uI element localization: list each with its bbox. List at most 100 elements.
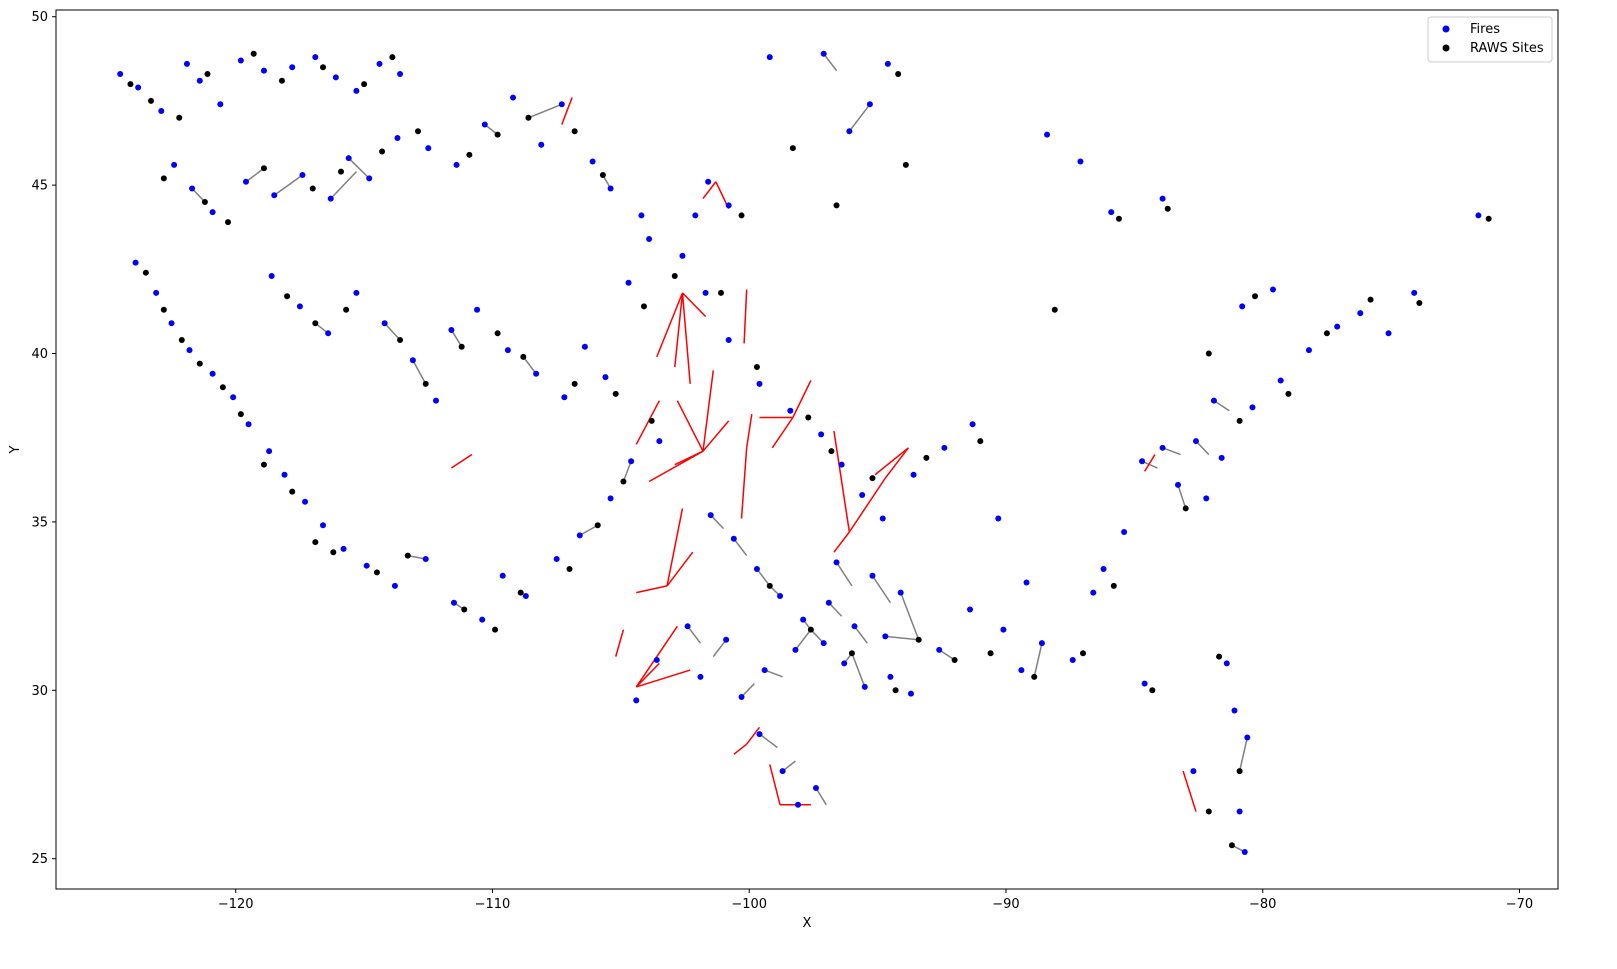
long-link-segment [833,430,851,533]
raws-site-point [571,128,578,135]
legend-label-raws-sites: RAWS Sites [1470,41,1544,56]
fire-point [432,397,439,404]
fire-point [738,694,745,701]
raws-site-point [1323,330,1330,337]
fire-point [135,84,142,91]
fire-point [1018,667,1025,674]
fire-point [910,471,917,478]
raws-site-point [987,650,994,657]
link-segment [1177,484,1187,509]
long-link-segment [833,531,850,553]
fire-point [340,545,347,552]
fire-point [756,731,763,738]
fire-point [289,64,296,71]
fire-point [656,438,663,445]
fire-point [409,357,416,364]
link-segment [938,649,956,661]
link-segment [273,174,303,196]
raws-site-point [343,306,350,313]
fire-point [1175,481,1182,488]
legend-box [1427,16,1553,63]
x-tick-label: −90 [992,897,1019,912]
fire-point [602,374,609,381]
raws-site-point [458,343,465,350]
fire-point [859,491,866,498]
raws-site-point [1236,768,1243,775]
link-segment [815,787,827,806]
link-segment [384,322,401,341]
link-segment [823,53,838,72]
long-link-segment [702,420,730,452]
link-segment [759,733,778,749]
fire-point [1192,438,1199,445]
fire-point [897,589,904,596]
fire-point [869,572,876,579]
fire-point [761,667,768,674]
raws-site-point [1164,205,1171,212]
fire-point [425,145,432,152]
raws-site-point [250,50,257,57]
raws-site-point [422,380,429,387]
raws-site-point [807,626,814,633]
fire-point [117,70,124,77]
raws-site-point [805,414,812,421]
fire-point [795,801,802,808]
long-link-segment [635,662,660,688]
long-link-segment [636,669,691,688]
raws-site-point [594,522,601,529]
long-link-segment [681,292,707,317]
fire-point [533,370,540,377]
x-axis-label: X [803,916,812,931]
fire-point [866,101,873,108]
y-tick-label: 35 [31,515,48,530]
fire-point [792,646,799,653]
long-link-segment [636,585,668,594]
raws-site-point [289,488,296,495]
raws-site-point [404,552,411,559]
raws-site-point [415,128,422,135]
raws-site-point [599,172,606,179]
fire-point [1411,289,1418,296]
raws-site-point [1416,300,1423,306]
link-segment [710,514,725,530]
fire-point [510,94,517,101]
fire-point [1077,158,1084,165]
x-tick-label: −110 [475,897,511,912]
raws-site-point [789,145,796,152]
fire-point [325,330,332,337]
raws-site-point [1285,390,1292,397]
fire-point [453,161,460,168]
raws-site-point [330,549,337,556]
raws-site-point [284,293,291,300]
long-link-segment [656,292,684,358]
long-link-segment [614,629,625,657]
fire-point [628,458,635,465]
fire-point [841,660,848,667]
link-segment [848,103,871,132]
raws-site-point [142,269,149,276]
fire-point [327,195,334,202]
fire-point [479,616,486,623]
raws-site-point [566,566,573,573]
fire-point [1100,566,1107,573]
raws-site-point [648,417,655,424]
x-tick-label: −80 [1249,897,1276,912]
fire-point [1203,495,1210,502]
raws-sites-series [127,50,1492,849]
fire-point [345,155,352,162]
fire-point [196,77,203,84]
fire-point [522,593,529,599]
link-segment [1213,400,1230,412]
raws-site-point [1205,350,1212,357]
long-link-segment [792,380,812,418]
long-link-segment [1182,770,1197,812]
fire-point [1000,626,1007,633]
fire-point [1210,397,1217,404]
fire-point [281,471,288,478]
fire-point [907,690,914,697]
fire-point [838,461,845,468]
raws-site-point [915,636,922,643]
link-segment [528,103,563,119]
fire-point [1277,377,1284,384]
fire-point [967,606,974,613]
